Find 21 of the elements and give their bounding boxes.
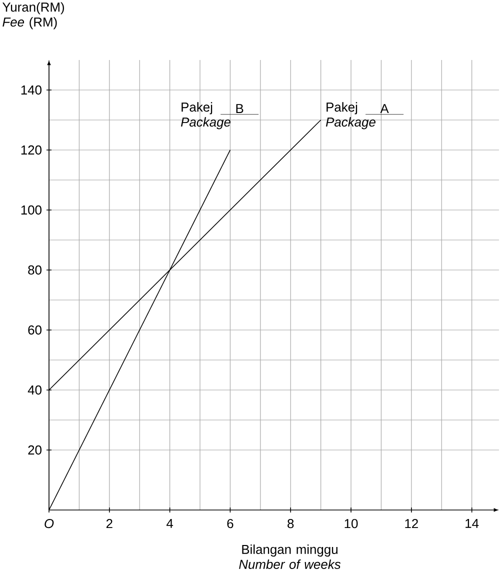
x-axis-title: Bilangan minggu Number of weeks	[239, 544, 341, 569]
y-tick-label: 100	[21, 205, 42, 215]
y-tick-label: 80	[28, 265, 42, 275]
x-tick-label: 6	[227, 518, 234, 528]
y-tick-label: 140	[21, 85, 42, 95]
y-tick-label: 20	[28, 445, 42, 455]
text: B	[236, 104, 244, 113]
x-tick-label: O	[44, 518, 54, 528]
y-tick-label: 120	[21, 145, 42, 155]
y-tick-label: 60	[28, 325, 42, 335]
x-tick-label: 8	[288, 518, 294, 528]
x-tick-label: 12	[405, 518, 418, 528]
y-tick-label: 40	[28, 385, 42, 395]
annotation: Pakej Package	[180, 102, 230, 130]
y-axis-title: Yuran(RM) Fee (RM)	[2, 2, 64, 30]
annotation: Pakej Package	[326, 102, 376, 130]
x-tick-label: 14	[466, 518, 479, 528]
x-tick-label: 10	[344, 518, 358, 528]
x-tick-label: 2	[106, 518, 112, 528]
x-tick-label: 4	[166, 518, 174, 528]
text: A	[380, 104, 389, 113]
